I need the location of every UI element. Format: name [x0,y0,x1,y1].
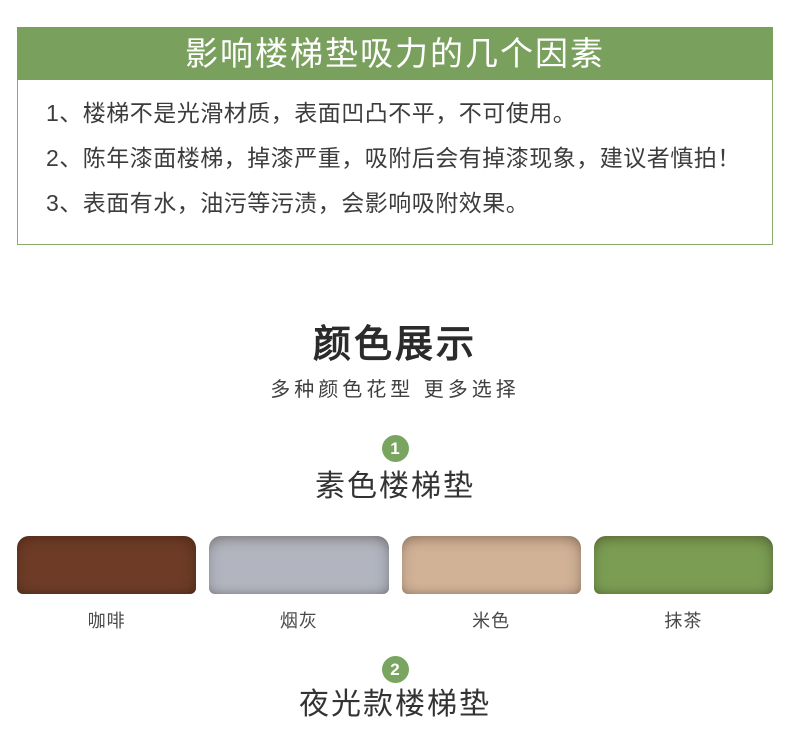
beige-color-swatch [401,536,581,594]
notice-panel: 影响楼梯垫吸力的几个因素 1、楼梯不是光滑材质，表面凹凸不平，不可使用。 2、陈… [17,27,773,245]
group-1-name: 素色楼梯垫 [315,470,475,503]
matcha-color-swatch [593,536,773,594]
swatch-item-beige: 米色 [401,536,581,634]
swatch-item-smoke-gray: 烟灰 [209,536,389,634]
group-2-name: 夜光款楼梯垫 [299,688,491,721]
smoke-gray-color-swatch [209,536,389,594]
swatch-row: 咖啡 烟灰 米色 抹茶 [0,536,790,634]
group-2-number-badge: 2 [381,656,409,683]
swatch-label-matcha: 抹茶 [664,611,703,631]
notice-item-2: 2、陈年漆面楼梯，掉漆严重，吸附后会有掉漆现象，建议者慎拍！ [46,145,741,171]
swatch-label-beige: 米色 [472,611,511,631]
section-heading: 颜色展示 [312,324,477,366]
notice-item-1: 1、楼梯不是光滑材质，表面凹凸不平，不可使用。 [46,100,577,126]
swatch-item-coffee: 咖啡 [17,536,197,634]
color-showcase-section: 颜色展示 多种颜色花型 更多选择 1 素色楼梯垫 咖啡 烟灰 米色 抹茶 2 夜… [0,323,790,725]
coffee-color-swatch [17,536,197,594]
section-subheading: 多种颜色花型 更多选择 [270,379,520,401]
product-description-page: 影响楼梯垫吸力的几个因素 1、楼梯不是光滑材质，表面凹凸不平，不可使用。 2、陈… [0,27,790,733]
notice-item-3: 3、表面有水，油污等污渍，会影响吸附效果。 [46,190,530,216]
swatch-item-matcha: 抹茶 [593,536,773,634]
notice-title: 影响楼梯垫吸力的几个因素 [17,27,773,80]
swatch-label-smoke-gray: 烟灰 [279,611,318,631]
group-1-number-badge: 1 [381,435,409,462]
swatch-label-coffee: 咖啡 [87,611,126,631]
notice-body: 1、楼梯不是光滑材质，表面凹凸不平，不可使用。 2、陈年漆面楼梯，掉漆严重，吸附… [17,80,773,245]
